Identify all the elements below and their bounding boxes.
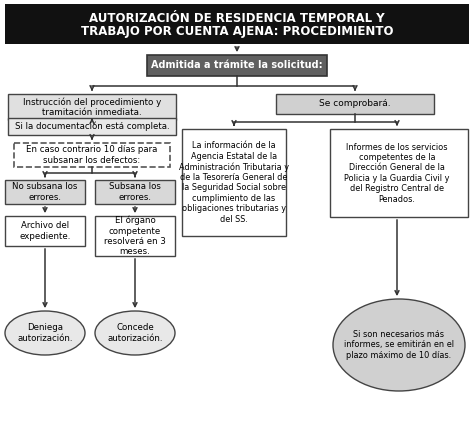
FancyBboxPatch shape xyxy=(8,118,176,135)
FancyBboxPatch shape xyxy=(95,180,175,204)
FancyBboxPatch shape xyxy=(5,180,85,204)
Text: Archivo del
expediente.: Archivo del expediente. xyxy=(19,221,71,241)
Ellipse shape xyxy=(95,311,175,355)
Text: Deniega
autorización.: Deniega autorización. xyxy=(17,323,73,343)
FancyBboxPatch shape xyxy=(276,94,434,114)
Text: Se comprobará.: Se comprobará. xyxy=(319,99,391,109)
Text: El órgano
competente
resolverá en 3
meses.: El órgano competente resolverá en 3 mese… xyxy=(104,216,166,256)
Text: Si son necesarios más
informes, se emitirán en el
plazo máximo de 10 días.: Si son necesarios más informes, se emiti… xyxy=(344,330,454,360)
FancyBboxPatch shape xyxy=(330,129,468,217)
FancyBboxPatch shape xyxy=(147,55,327,76)
Text: La información de la
Agencia Estatal de la
Administración Tributaria y
de la Tes: La información de la Agencia Estatal de … xyxy=(179,141,289,224)
Text: Instrucción del procedimiento y
tramitación inmediata.: Instrucción del procedimiento y tramitac… xyxy=(23,97,161,117)
FancyBboxPatch shape xyxy=(8,94,176,120)
Text: En caso contrario 10 días para
subsanar los defectos:: En caso contrario 10 días para subsanar … xyxy=(27,145,158,165)
Text: No subsana los
errores.: No subsana los errores. xyxy=(12,182,78,202)
Text: Si la documentación está completa.: Si la documentación está completa. xyxy=(15,122,169,131)
Text: AUTORIZACIÓN DE RESIDENCIA TEMPORAL Y: AUTORIZACIÓN DE RESIDENCIA TEMPORAL Y xyxy=(89,11,385,25)
Text: Subsana los
errores.: Subsana los errores. xyxy=(109,182,161,202)
FancyBboxPatch shape xyxy=(5,216,85,246)
Ellipse shape xyxy=(5,311,85,355)
FancyBboxPatch shape xyxy=(5,4,469,44)
Text: Admitida a trámite la solicitud:: Admitida a trámite la solicitud: xyxy=(151,60,323,71)
Text: TRABAJO POR CUENTA AJENA: PROCEDIMIENTO: TRABAJO POR CUENTA AJENA: PROCEDIMIENTO xyxy=(81,25,393,38)
FancyBboxPatch shape xyxy=(182,129,286,236)
Ellipse shape xyxy=(333,299,465,391)
Text: Informes de los servicios
competentes de la
Dirección General de la
Policia y la: Informes de los servicios competentes de… xyxy=(344,143,450,203)
FancyBboxPatch shape xyxy=(95,216,175,256)
Text: Concede
autorización.: Concede autorización. xyxy=(107,323,163,343)
FancyBboxPatch shape xyxy=(14,143,170,167)
